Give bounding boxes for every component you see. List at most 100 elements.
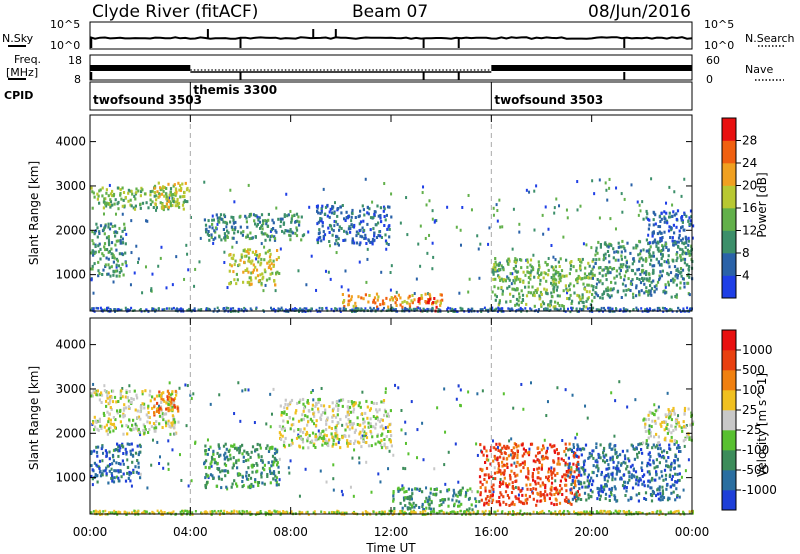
echo-cell [206, 452, 209, 456]
scatter-cell [167, 439, 170, 443]
ground-scatter-cell [145, 510, 148, 514]
echo-cell [638, 477, 641, 481]
scatter-cell [522, 407, 525, 411]
echo-cell [585, 498, 588, 502]
echo-cell [495, 442, 498, 446]
echo-cell [143, 425, 146, 429]
echo-cell [362, 421, 365, 425]
echo-cell [227, 450, 230, 453]
echo-cell [525, 501, 528, 505]
echo-cell [566, 462, 569, 466]
echo-cell [672, 429, 675, 433]
scatter-cell [289, 459, 292, 463]
echo-cell [688, 293, 691, 297]
echo-cell [364, 236, 367, 240]
echo-cell [405, 490, 408, 493]
echo-cell [267, 461, 270, 465]
echo-cell [314, 433, 317, 437]
echo-cell [355, 234, 358, 238]
echo-cell [507, 454, 510, 458]
echo-cell [165, 192, 168, 196]
echo-cell [365, 436, 369, 440]
echo-cell [446, 488, 449, 492]
scatter-cell [95, 389, 98, 393]
echo-cell [670, 295, 673, 299]
echo-cell [552, 280, 555, 284]
ground-scatter-cell [575, 308, 578, 311]
echo-cell [515, 297, 519, 301]
echo-cell [354, 305, 358, 309]
scatter-cell [358, 260, 361, 264]
ground-scatter-cell [170, 307, 173, 311]
echo-cell [280, 438, 283, 441]
echo-cell [360, 445, 363, 449]
echo-cell [397, 489, 400, 493]
echo-cell [174, 204, 177, 208]
echo-cell [670, 435, 673, 439]
scatter-cell [130, 251, 133, 255]
echo-cell [557, 260, 560, 264]
echo-cell [324, 205, 328, 209]
echo-cell [327, 226, 330, 230]
echo-cell [496, 456, 499, 460]
echo-cell [235, 282, 238, 286]
echo-cell [620, 462, 623, 466]
echo-cell [526, 476, 529, 480]
echo-cell [614, 487, 617, 491]
scatter-cell [107, 238, 110, 242]
echo-cell [160, 397, 163, 401]
echo-cell [241, 452, 244, 456]
echo-cell [111, 474, 114, 478]
echo-cell [675, 293, 678, 297]
echo-cell [633, 457, 636, 461]
echo-cell [312, 412, 315, 416]
echo-cell [576, 279, 579, 283]
echo-cell [149, 190, 152, 194]
echo-cell [271, 446, 274, 450]
echo-cell [173, 405, 176, 409]
scatter-cell [212, 241, 215, 245]
echo-cell [116, 411, 119, 415]
echo-cell [561, 475, 564, 479]
echo-cell [383, 444, 386, 448]
echo-cell [349, 410, 352, 414]
scatter-cell [564, 388, 567, 392]
echo-cell [315, 438, 318, 442]
echo-cell [265, 278, 269, 282]
echo-cell [324, 441, 327, 445]
echo-cell [646, 470, 649, 474]
echo-cell [665, 487, 668, 491]
echo-cell [586, 283, 589, 287]
echo-cell [163, 205, 166, 209]
echo-cell [492, 266, 495, 270]
echo-cell [433, 488, 436, 491]
echo-cell [675, 273, 678, 277]
echo-cell [324, 411, 327, 415]
echo-cell [613, 276, 616, 280]
echo-cell [552, 444, 555, 448]
echo-cell [204, 485, 207, 489]
echo-cell [554, 283, 558, 287]
echo-cell [439, 303, 442, 307]
echo-cell [379, 441, 382, 445]
echo-cell [663, 420, 666, 424]
scatter-cell [361, 390, 364, 394]
echo-cell [609, 271, 612, 275]
echo-cell [675, 259, 678, 263]
echo-cell [270, 234, 274, 238]
echo-cell [653, 290, 656, 294]
echo-cell [392, 499, 395, 503]
echo-cell [105, 454, 108, 458]
echo-cell [647, 217, 650, 221]
echo-cell [511, 287, 514, 291]
scatter-cell [513, 461, 516, 465]
echo-cell [106, 391, 109, 394]
echo-cell [540, 463, 544, 467]
echo-cell [260, 475, 263, 479]
echo-cell [581, 485, 584, 489]
echo-cell [656, 443, 659, 447]
echo-cell [314, 435, 318, 439]
echo-cell [596, 294, 599, 298]
echo-cell [334, 432, 337, 436]
ground-scatter-cell [213, 307, 216, 311]
